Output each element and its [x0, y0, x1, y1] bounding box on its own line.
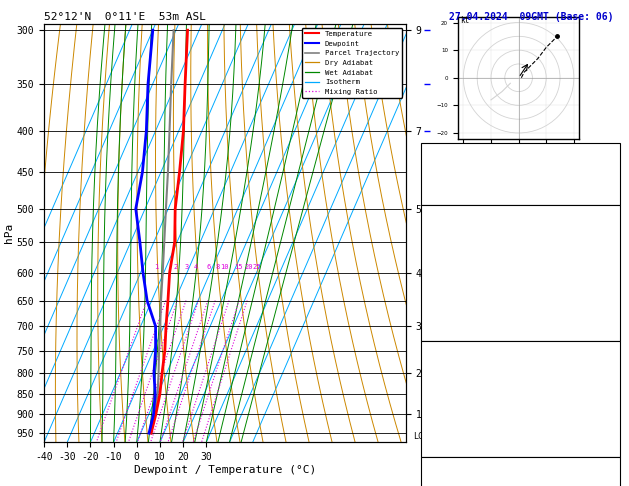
Text: 21: 21	[605, 149, 616, 158]
Legend: Temperature, Dewpoint, Parcel Trajectory, Dry Adiabat, Wet Adiabat, Isotherm, Mi: Temperature, Dewpoint, Parcel Trajectory…	[302, 28, 402, 98]
Text: 50: 50	[605, 170, 616, 178]
Text: 291: 291	[599, 268, 616, 277]
Text: 0: 0	[611, 424, 616, 433]
Text: CIN (J): CIN (J)	[426, 327, 467, 335]
Text: θe(K): θe(K)	[426, 268, 455, 277]
Text: 1.37: 1.37	[593, 190, 616, 199]
Text: CIN (J): CIN (J)	[426, 443, 467, 452]
Text: Surface: Surface	[501, 210, 540, 219]
Text: CAPE (J): CAPE (J)	[426, 424, 472, 433]
Text: 8: 8	[611, 288, 616, 296]
Text: LCL: LCL	[413, 433, 428, 441]
Text: 0: 0	[611, 327, 616, 335]
Text: 10: 10	[220, 264, 229, 270]
Y-axis label: km
ASL: km ASL	[427, 225, 448, 242]
Text: θe (K): θe (K)	[426, 385, 461, 394]
Text: Totals Totals: Totals Totals	[426, 170, 501, 178]
Text: 3: 3	[185, 264, 189, 270]
Text: Lifted Index: Lifted Index	[426, 404, 496, 413]
Text: 1: 1	[155, 264, 159, 270]
X-axis label: Dewpoint / Temperature (°C): Dewpoint / Temperature (°C)	[134, 465, 316, 475]
Text: 2: 2	[174, 264, 177, 270]
Text: 20: 20	[244, 264, 253, 270]
Text: Pressure (mb): Pressure (mb)	[426, 365, 501, 374]
Text: Hodograph: Hodograph	[494, 463, 547, 471]
Text: 25: 25	[252, 264, 260, 270]
Text: EH: EH	[426, 482, 438, 486]
Text: 4: 4	[194, 264, 198, 270]
Text: 299: 299	[599, 385, 616, 394]
Text: Lifted Index: Lifted Index	[426, 288, 496, 296]
Text: 63: 63	[605, 482, 616, 486]
Text: kt: kt	[460, 16, 470, 24]
Text: Mixing Ratio (g/kg): Mixing Ratio (g/kg)	[442, 186, 451, 281]
Text: 6: 6	[206, 264, 210, 270]
Y-axis label: hPa: hPa	[4, 223, 14, 243]
Text: CAPE (J): CAPE (J)	[426, 307, 472, 316]
Text: Most Unstable: Most Unstable	[483, 346, 558, 355]
Text: Temp (°C): Temp (°C)	[426, 229, 478, 238]
Text: 52°12'N  0°11'E  53m ASL: 52°12'N 0°11'E 53m ASL	[44, 12, 206, 22]
Text: K: K	[426, 149, 432, 158]
Text: 27.04.2024  09GMT (Base: 06): 27.04.2024 09GMT (Base: 06)	[449, 12, 614, 22]
Text: 15: 15	[234, 264, 243, 270]
Text: PW (cm): PW (cm)	[426, 190, 467, 199]
Text: 8: 8	[215, 264, 220, 270]
Text: 700: 700	[599, 365, 616, 374]
Text: Dewp (°C): Dewp (°C)	[426, 249, 478, 258]
Text: 3: 3	[611, 404, 616, 413]
Text: 0: 0	[611, 443, 616, 452]
Text: © weatheronline.co.uk: © weatheronline.co.uk	[469, 468, 573, 477]
Text: 0: 0	[611, 307, 616, 316]
Text: 3.6: 3.6	[599, 249, 616, 258]
Text: 4.5: 4.5	[599, 229, 616, 238]
